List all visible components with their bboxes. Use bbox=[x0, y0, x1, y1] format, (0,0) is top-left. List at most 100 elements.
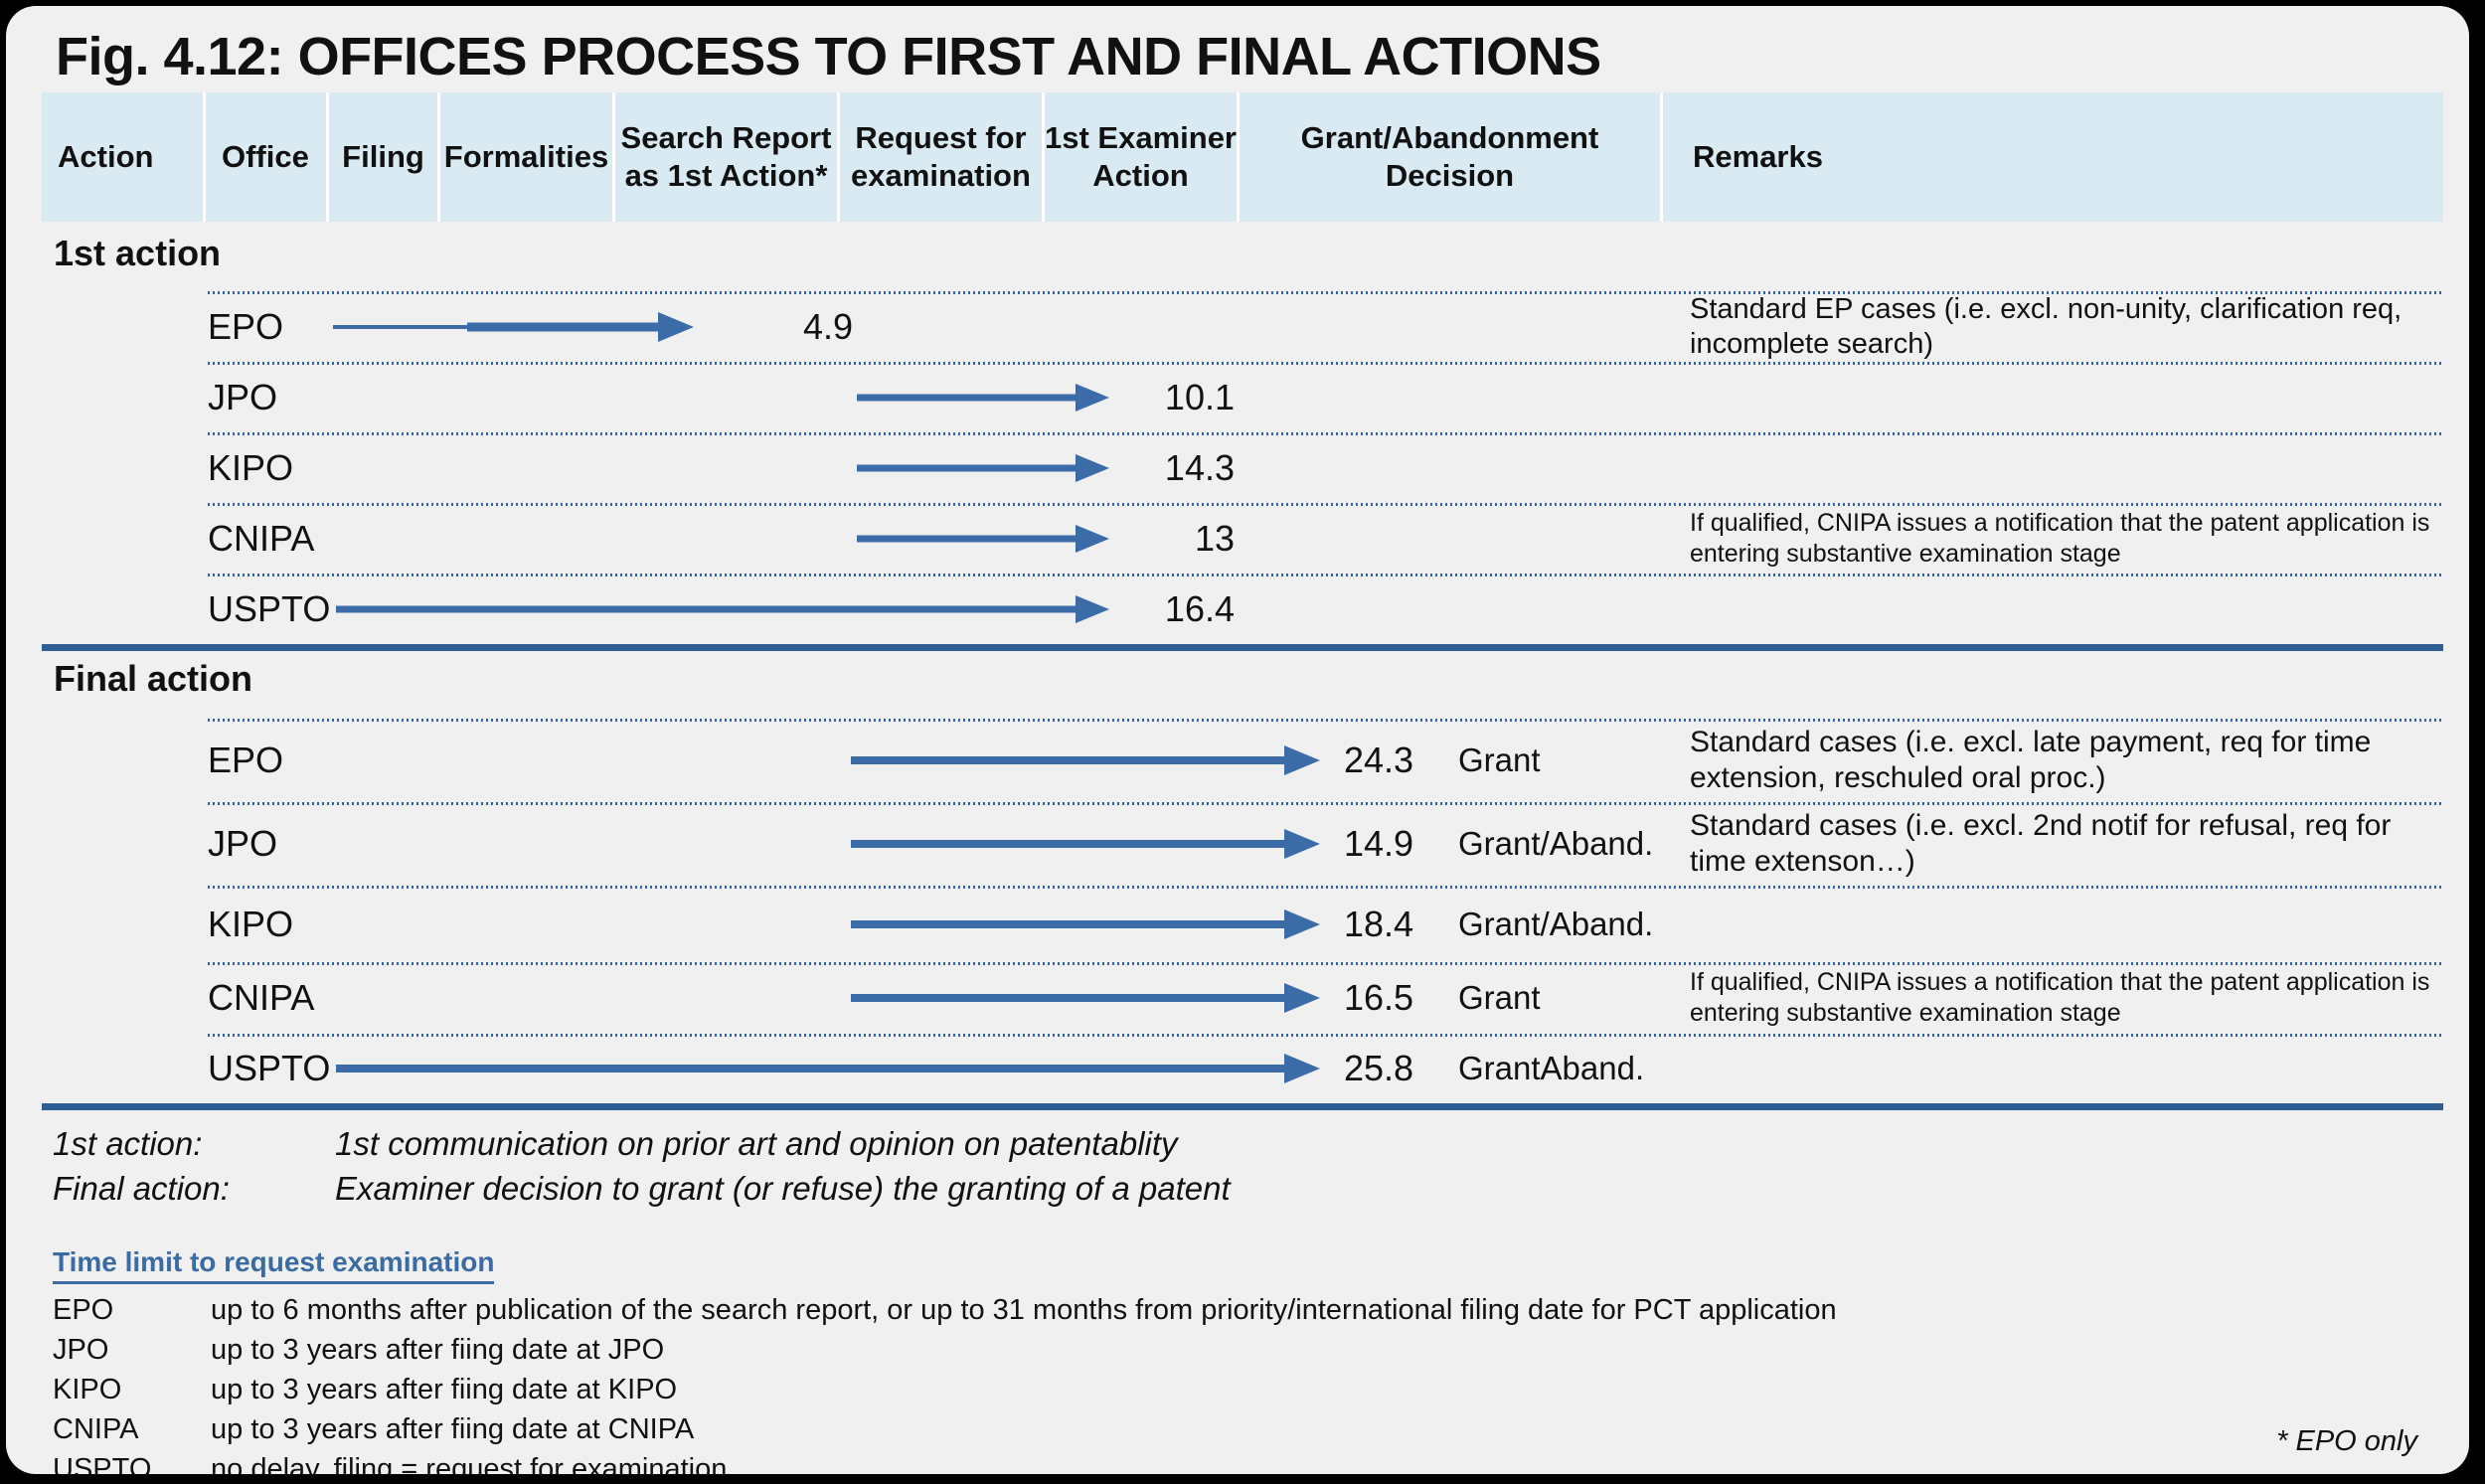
time-limit-text: up to 3 years after fiing date at JPO bbox=[211, 1333, 665, 1366]
process-arrow-line bbox=[467, 322, 658, 331]
legend-line-final-action: Final action: Examiner decision to grant… bbox=[53, 1170, 1231, 1208]
time-limit-text: up to 3 years after fiing date at CNIPA bbox=[211, 1412, 695, 1445]
row-first-kipo: KIPO 14.3 bbox=[42, 432, 2443, 503]
legend-term: Final action: bbox=[53, 1170, 230, 1207]
months-value: 10.1 bbox=[1164, 376, 1235, 417]
time-limit-office: USPTO bbox=[53, 1452, 152, 1475]
row-final-cnipa: CNIPA 16.5 Grant If qualified, CNIPA iss… bbox=[42, 962, 2443, 1034]
dotted-separator bbox=[208, 1034, 2443, 1037]
time-limit-item: JPO up to 3 years after fiing date at JP… bbox=[53, 1330, 1837, 1370]
first-action-rows: EPO 4.9 Standard EP cases (i.e. excl. no… bbox=[42, 291, 2443, 644]
column-header-request-examination: Request for examination bbox=[840, 92, 1045, 222]
remark-text: Standard cases (i.e. excl. late payment,… bbox=[1690, 726, 2372, 794]
epo-only-footnote: * EPO only bbox=[2276, 1425, 2417, 1457]
time-limit-office: JPO bbox=[53, 1333, 109, 1366]
office-label: USPTO bbox=[208, 1048, 331, 1088]
process-arrow-line bbox=[333, 324, 469, 329]
final-action-rows: EPO 24.3 Grant Standard cases (i.e. excl… bbox=[42, 719, 2443, 1103]
dotted-separator bbox=[208, 802, 2443, 805]
decision-label: GrantAband. bbox=[1458, 1050, 1645, 1086]
process-arrow-line bbox=[851, 840, 1284, 848]
decision-label: Grant bbox=[1458, 979, 1541, 1016]
row-first-uspto: USPTO 16.4 bbox=[42, 574, 2443, 644]
months-value: 14.9 bbox=[1344, 823, 1414, 864]
process-arrow-line bbox=[851, 756, 1284, 764]
section-divider bbox=[42, 644, 2443, 651]
process-arrow-line bbox=[336, 605, 1076, 612]
months-value: 16.5 bbox=[1344, 977, 1414, 1018]
figure-slide: Fig. 4.12: OFFICES PROCESS TO FIRST AND … bbox=[6, 6, 2469, 1474]
column-header-examiner-action: 1st Examiner Action bbox=[1045, 92, 1240, 222]
section-label-final-action: Final action bbox=[54, 658, 253, 699]
office-label: EPO bbox=[208, 740, 284, 780]
months-value: 4.9 bbox=[802, 305, 853, 347]
time-limit-item: USPTO no delay, filing = request for exa… bbox=[53, 1449, 1837, 1475]
column-header-filing: Filing bbox=[329, 92, 440, 222]
dotted-separator bbox=[208, 362, 2443, 365]
office-label: CNIPA bbox=[208, 977, 315, 1018]
section-label-first-action: 1st action bbox=[54, 233, 222, 273]
row-first-jpo: JPO 10.1 bbox=[42, 362, 2443, 432]
process-arrow-head bbox=[1284, 829, 1320, 859]
legend-definition: 1st communication on prior art and opini… bbox=[335, 1125, 1178, 1162]
decision-label: Grant/Aband. bbox=[1458, 825, 1654, 862]
time-limit-item: CNIPA up to 3 years after fiing date at … bbox=[53, 1409, 1837, 1449]
office-label: JPO bbox=[208, 376, 278, 417]
process-arrow-head bbox=[1076, 453, 1109, 482]
dotted-separator bbox=[208, 432, 2443, 435]
office-label: USPTO bbox=[208, 587, 331, 629]
column-header-remarks: Remarks bbox=[1663, 92, 2443, 222]
remark-text: If qualified, CNIPA issues a notificatio… bbox=[1690, 968, 2430, 1027]
dotted-separator bbox=[208, 962, 2443, 965]
row-final-jpo: JPO 14.9 Grant/Aband. Standard cases (i.… bbox=[42, 802, 2443, 886]
column-header-action: Action bbox=[42, 92, 206, 222]
column-header-office: Office bbox=[206, 92, 329, 222]
months-value: 16.4 bbox=[1164, 587, 1235, 629]
office-label: EPO bbox=[208, 305, 284, 347]
legend-line-first-action: 1st action: 1st communication on prior a… bbox=[53, 1125, 1178, 1163]
dotted-separator bbox=[208, 503, 2443, 506]
column-header-formalities: Formalities bbox=[440, 92, 615, 222]
legend-term: 1st action: bbox=[53, 1125, 203, 1162]
dotted-separator bbox=[208, 574, 2443, 577]
dotted-separator bbox=[208, 719, 2443, 722]
process-arrow-head bbox=[1284, 745, 1320, 775]
dotted-separator bbox=[208, 291, 2443, 294]
time-limit-item: EPO up to 6 months after publication of … bbox=[53, 1290, 1837, 1330]
time-limit-text: up to 6 months after publication of the … bbox=[211, 1293, 1837, 1326]
time-limit-heading: Time limit to request examination bbox=[53, 1246, 495, 1284]
time-limit-office: KIPO bbox=[53, 1373, 122, 1405]
office-label: JPO bbox=[208, 823, 278, 864]
office-label: KIPO bbox=[208, 903, 294, 944]
months-value: 25.8 bbox=[1344, 1048, 1414, 1088]
time-limit-item: KIPO up to 3 years after fiing date at K… bbox=[53, 1370, 1837, 1409]
time-limit-office: CNIPA bbox=[53, 1412, 139, 1445]
legend-definition: Examiner decision to grant (or refuse) t… bbox=[335, 1170, 1231, 1207]
remark-text: If qualified, CNIPA issues a notificatio… bbox=[1690, 508, 2430, 568]
remark-text: Standard EP cases (i.e. excl. non-unity,… bbox=[1690, 293, 2402, 360]
process-arrow-line bbox=[857, 464, 1076, 471]
process-arrow-line bbox=[857, 394, 1076, 401]
months-value: 18.4 bbox=[1344, 903, 1414, 944]
time-limit-text: no delay, filing = request for examinati… bbox=[211, 1452, 728, 1475]
row-final-epo: EPO 24.3 Grant Standard cases (i.e. excl… bbox=[42, 719, 2443, 802]
section-divider bbox=[42, 1103, 2443, 1110]
time-limit-office: EPO bbox=[53, 1293, 114, 1326]
process-arrow-head bbox=[1284, 1054, 1320, 1083]
table-header-row: Action Office Filing Formalities Search … bbox=[42, 92, 2443, 222]
process-arrow-head bbox=[1284, 983, 1320, 1013]
process-arrow-head bbox=[1076, 524, 1109, 553]
months-value: 13 bbox=[1194, 517, 1235, 559]
dotted-separator bbox=[208, 886, 2443, 889]
process-arrow-head bbox=[1284, 908, 1320, 939]
row-first-epo: EPO 4.9 Standard EP cases (i.e. excl. no… bbox=[42, 291, 2443, 362]
figure-title: Fig. 4.12: OFFICES PROCESS TO FIRST AND … bbox=[56, 27, 1601, 86]
process-arrow-line bbox=[851, 994, 1284, 1002]
remark-text: Standard cases (i.e. excl. 2nd notif for… bbox=[1690, 809, 2392, 878]
time-limit-list: EPO up to 6 months after publication of … bbox=[53, 1290, 1837, 1475]
time-limit-text: up to 3 years after fiing date at KIPO bbox=[211, 1373, 678, 1405]
column-header-grant-abandonment: Grant/Abandonment Decision bbox=[1240, 92, 1663, 222]
process-arrow-head bbox=[1076, 383, 1109, 412]
months-value: 24.3 bbox=[1344, 740, 1414, 780]
